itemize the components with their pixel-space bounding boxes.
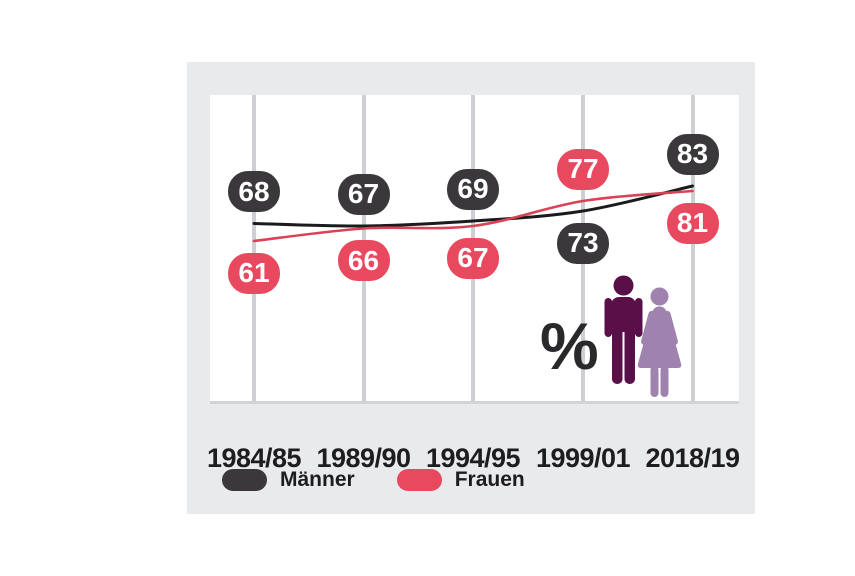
gridline xyxy=(252,95,256,401)
x-axis-line xyxy=(210,401,739,404)
legend-label: Frauen xyxy=(454,468,525,491)
x-axis-label: 2018/19 xyxy=(645,443,740,473)
line-series xyxy=(252,184,694,243)
chart-card: 68 67 69 73 83 61 66 67 77 81 % xyxy=(187,62,755,514)
x-axis-label: 1994/95 xyxy=(425,443,521,473)
legend-swatch xyxy=(396,469,442,491)
line-männer xyxy=(252,184,694,228)
legend-label: Männer xyxy=(280,468,355,491)
gridline xyxy=(690,95,695,401)
x-axis-labels: 1984/85 1989/90 1994/95 1999/01 2018/19 xyxy=(207,443,740,473)
x-axis-label: 1999/01 xyxy=(535,443,631,473)
plot-area: 68 67 69 73 83 61 66 67 77 81 % xyxy=(207,95,740,473)
legend-swatch xyxy=(222,469,267,491)
badge-männer-1999-01: 73 xyxy=(557,222,609,264)
badge-männer-1994-95: 69 xyxy=(447,168,499,210)
woman-icon xyxy=(637,287,682,397)
badge-männer-2018-19: 83 xyxy=(666,133,719,175)
badge-frauen-1984-85: 61 xyxy=(228,252,280,294)
badge-männer-1984-85: 68 xyxy=(228,171,280,212)
legend-item-frauen: Frauen xyxy=(396,468,525,492)
badge-frauen-2018-19: 81 xyxy=(666,202,719,244)
man-icon xyxy=(604,275,643,384)
line-frauen xyxy=(252,189,694,243)
x-axis-label: 1984/85 xyxy=(206,443,302,473)
couple-icon xyxy=(604,275,682,397)
legend-item-männer: Männer xyxy=(222,468,355,492)
badge-frauen-1989-90: 66 xyxy=(337,240,390,281)
legend: Männer Frauen xyxy=(222,468,525,492)
badge-männer-1989-90: 67 xyxy=(337,173,390,215)
x-axis-label: 1989/90 xyxy=(316,443,411,473)
badge-frauen-1999-01: 77 xyxy=(557,148,609,190)
badge-frauen-1994-95: 67 xyxy=(447,237,499,279)
percent-symbol: % xyxy=(540,309,599,383)
